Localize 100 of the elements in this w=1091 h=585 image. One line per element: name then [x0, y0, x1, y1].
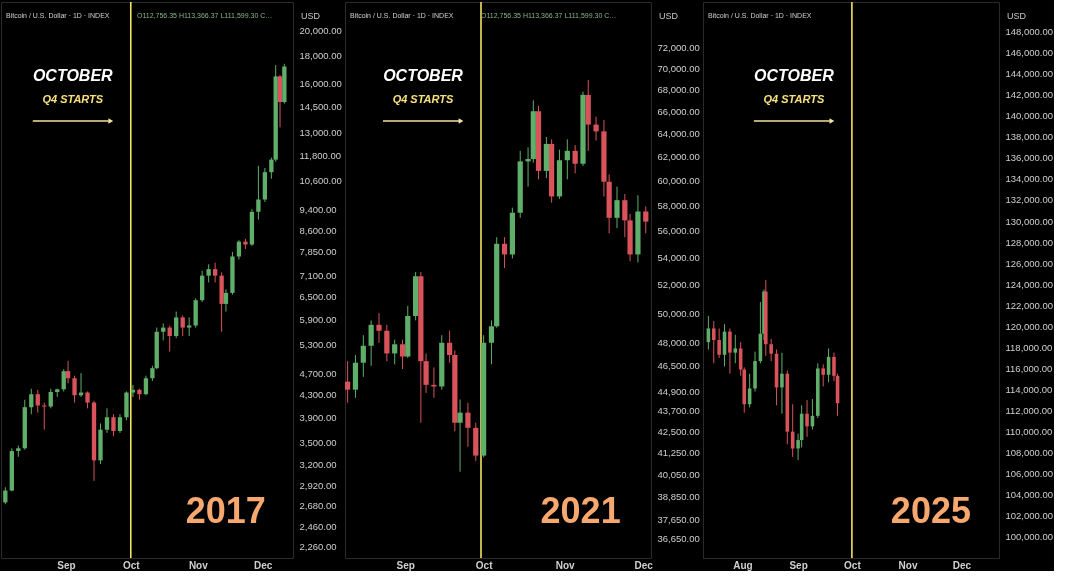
annotation: Q4 STARTS — [763, 93, 825, 105]
y-tick-label: 72,000.00 — [657, 42, 700, 54]
y-tick-label: 10,600.00 — [299, 175, 342, 187]
y-tick-label: 144,000.00 — [1005, 68, 1054, 80]
y-tick-label: 146,000.00 — [1005, 47, 1054, 59]
y-tick-label: 9,400.00 — [299, 203, 337, 215]
candlestick — [223, 288, 229, 313]
annotation: 2021 — [540, 490, 621, 531]
candlestick — [423, 352, 429, 394]
candlestick — [65, 360, 71, 384]
text: USD — [659, 11, 679, 21]
candlestick — [117, 413, 123, 434]
y-tick-label: 134,000.00 — [1005, 173, 1054, 185]
candlestick — [143, 375, 149, 396]
y-tick-label: 13,000.00 — [299, 127, 342, 139]
candlestick — [447, 330, 453, 364]
candlestick — [256, 165, 261, 221]
y-tick-label: 11,800.00 — [299, 150, 342, 162]
text: USD — [301, 11, 321, 21]
y-tick-label: 110,000.00 — [1005, 426, 1053, 438]
y-tick-label: 104,000.00 — [1005, 489, 1054, 501]
y-tick-label: 37,650.00 — [657, 513, 700, 525]
y-tick-label: 112,000.00 — [1005, 405, 1053, 417]
candlestick — [622, 193, 628, 238]
candlestick — [593, 116, 599, 141]
y-tick-label: 102,000.00 — [1005, 510, 1054, 522]
candlestick — [360, 334, 366, 378]
annotation: OCTOBER — [754, 67, 835, 84]
candlestick — [48, 388, 53, 409]
candlestick — [384, 324, 390, 362]
y-tick-label: 148,000.00 — [1005, 25, 1054, 37]
candlestick — [368, 319, 374, 367]
candlestick — [42, 402, 47, 431]
y-tick-label: 14,500.00 — [299, 101, 342, 113]
annotation: OCTOBER — [383, 67, 464, 84]
y-tick-label: 50,000.00 — [657, 307, 700, 319]
candlestick — [61, 368, 66, 392]
candlestick — [187, 316, 192, 337]
y-tick-label: 140,000.00 — [1005, 110, 1054, 122]
candlestick — [180, 314, 185, 337]
x-tick-label: Sep — [789, 559, 808, 571]
x-tick-label: Dec — [254, 559, 273, 571]
y-tick-label: 46,500.00 — [657, 360, 700, 372]
x-tick-label: Sep — [57, 559, 76, 571]
annotation: OCTOBER — [32, 67, 114, 84]
x-tick-label: Aug — [733, 559, 753, 571]
candlestick — [111, 413, 116, 437]
y-tick-label: 48,000.00 — [657, 337, 700, 349]
y-tick-label: 7,850.00 — [299, 246, 337, 258]
y-tick-label: 2,680.00 — [299, 500, 337, 512]
y-tick-label: 132,000.00 — [1005, 194, 1054, 206]
y-tick-label: 41,250.00 — [657, 447, 700, 459]
y-tick-label: 40,050.00 — [657, 468, 700, 480]
y-tick-label: 130,000.00 — [1005, 215, 1054, 227]
y-tick-label: 5,300.00 — [299, 339, 337, 351]
annotation: Q4 STARTS — [42, 93, 104, 105]
y-tick-label: 42,500.00 — [657, 425, 700, 437]
candlestick — [206, 263, 211, 283]
candlestick — [728, 327, 732, 375]
y-tick-label: 138,000.00 — [1005, 131, 1054, 143]
y-tick-label: 62,000.00 — [657, 151, 700, 163]
y-tick-label: 18,000.00 — [299, 50, 342, 62]
candlestick — [805, 399, 809, 438]
annotation: Q4 STARTS — [392, 93, 455, 105]
candlestick — [525, 146, 531, 188]
candlestick — [72, 375, 77, 404]
candlestick — [733, 334, 738, 364]
x-tick-label: Nov — [898, 559, 918, 571]
y-tick-label: 58,000.00 — [657, 199, 700, 211]
y-tick-label: 8,600.00 — [299, 224, 337, 236]
y-tick-label: 128,000.00 — [1005, 236, 1054, 248]
y-tick-label: 60,000.00 — [657, 175, 700, 187]
y-tick-label: 7,100.00 — [299, 270, 337, 282]
x-tick-label: Sep — [396, 559, 415, 571]
y-tick-label: 3,500.00 — [299, 437, 337, 449]
y-tick-label: 2,260.00 — [299, 540, 337, 552]
candlestick — [212, 262, 218, 283]
y-tick-label: 20,000.00 — [299, 25, 342, 37]
y-tick-label: 5,900.00 — [299, 313, 337, 325]
candlestick — [643, 205, 649, 234]
y-tick-label: 54,000.00 — [657, 251, 700, 263]
candlestick — [465, 402, 471, 448]
y-tick-label: 136,000.00 — [1005, 152, 1054, 164]
candlestick — [376, 312, 382, 344]
y-tick-label: 106,000.00 — [1005, 468, 1054, 480]
text: USD — [1007, 11, 1027, 21]
candlestick — [769, 338, 773, 362]
y-tick-label: 2,460.00 — [299, 520, 337, 532]
candlestick — [711, 320, 716, 364]
candlestick — [717, 327, 721, 359]
y-tick-label: 124,000.00 — [1005, 278, 1054, 290]
y-tick-label: 36,650.00 — [657, 533, 700, 545]
candlestick — [614, 186, 620, 229]
y-tick-label: 68,000.00 — [657, 84, 700, 96]
y-tick-label: 43,700.00 — [657, 405, 700, 417]
y-tick-label: 66,000.00 — [657, 105, 700, 117]
candlestick — [104, 407, 110, 434]
y-tick-label: 64,000.00 — [657, 128, 700, 140]
x-tick-label: Nov — [555, 559, 576, 571]
x-tick-label: Oct — [844, 559, 862, 571]
